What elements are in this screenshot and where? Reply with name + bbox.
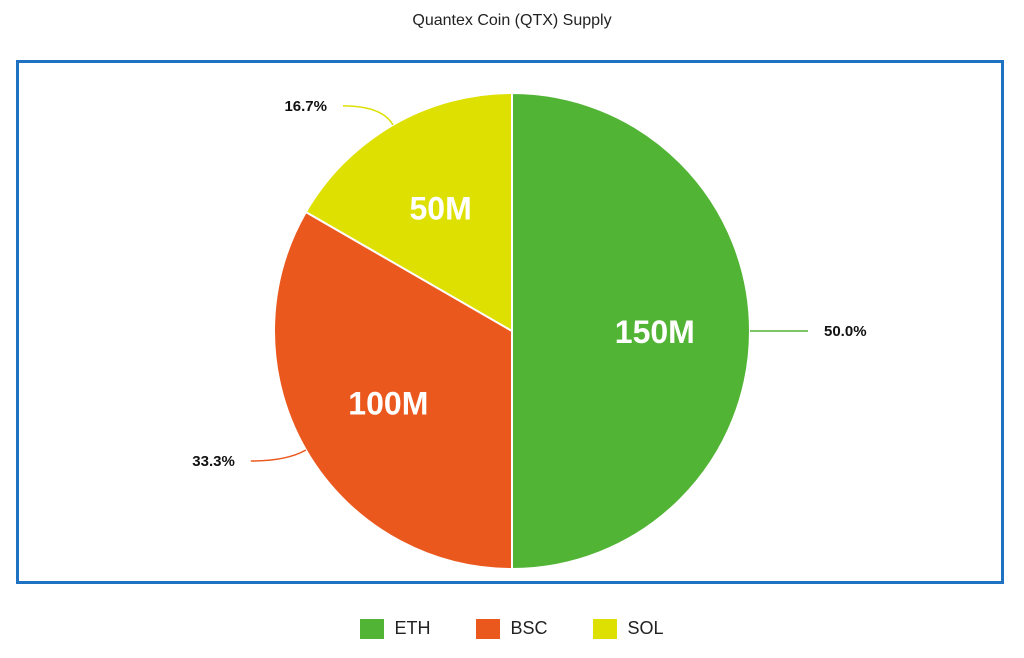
slice-value-label-sol: 50M xyxy=(409,190,471,226)
slice-percent-label-eth: 50.0% xyxy=(824,323,867,340)
chart-title: Quantex Coin (QTX) Supply xyxy=(412,12,612,29)
legend-item-bsc[interactable]: BSC xyxy=(476,618,547,639)
leader-line-bsc xyxy=(250,449,307,462)
legend-label-bsc: BSC xyxy=(510,618,548,638)
legend-label-sol: SOL xyxy=(627,618,664,638)
slice-value-label-eth: 150M xyxy=(615,314,695,350)
legend-item-eth[interactable]: ETH xyxy=(360,618,430,639)
pie-slice-sol[interactable] xyxy=(304,91,513,333)
legend-swatch-eth xyxy=(360,618,385,639)
legend-label-eth: ETH xyxy=(394,618,431,638)
legend-swatch-bsc xyxy=(476,618,501,639)
pie-slice-eth[interactable] xyxy=(511,91,751,571)
slice-percent-label-bsc: 33.3% xyxy=(192,453,235,470)
legend: ETH BSC SOL xyxy=(0,618,1024,639)
slice-percent-label-sol: 16.7% xyxy=(284,98,327,115)
legend-item-sol[interactable]: SOL xyxy=(593,618,664,639)
slice-value-label-bsc: 100M xyxy=(348,385,428,421)
leader-line-sol xyxy=(342,105,394,126)
pie-slice-bsc[interactable] xyxy=(273,210,513,571)
legend-swatch-sol xyxy=(593,618,618,639)
chart-frame xyxy=(16,60,1004,584)
